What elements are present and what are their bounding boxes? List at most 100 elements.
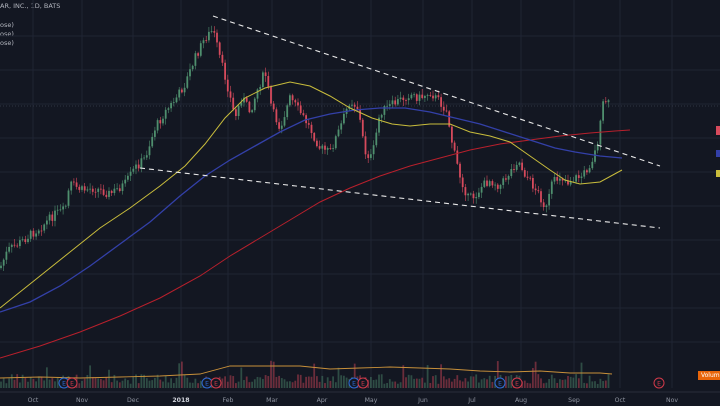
earnings-marker	[511, 377, 523, 389]
candle-body	[588, 168, 591, 173]
volume-bar	[607, 374, 610, 388]
volume-bar	[94, 377, 97, 388]
volume-bar	[159, 379, 162, 388]
candle-body	[388, 104, 391, 106]
candle-body	[372, 145, 375, 155]
price-scale-tag	[716, 170, 720, 177]
volume-bar	[121, 380, 124, 388]
candle-body	[183, 87, 186, 93]
candle-body	[451, 126, 453, 143]
volume-bar	[397, 383, 399, 388]
candle-body	[159, 120, 162, 124]
volume-bar	[10, 374, 13, 388]
candle-body	[375, 132, 378, 146]
candle-body	[356, 106, 359, 109]
x-tick-label: Oct	[615, 397, 626, 404]
volume-bar	[375, 379, 378, 388]
volume-bar	[326, 377, 329, 388]
candle-body	[140, 158, 143, 169]
candle-body	[213, 31, 216, 33]
volume-ma-line	[0, 365, 613, 379]
candle-body	[67, 190, 70, 206]
ma-blue-line	[0, 107, 623, 313]
candle-body	[178, 89, 181, 98]
volume-bar	[137, 383, 140, 388]
volume-bar	[421, 377, 424, 388]
volume-bar	[583, 382, 586, 388]
x-axis: Oct Nov Dec 2018 Feb Mar Apr May Jun Jul Aug Sep Oct…	[0, 391, 720, 404]
candle-body	[194, 53, 197, 66]
chart-grid	[0, 0, 720, 388]
volume-bar	[383, 383, 386, 388]
volume-bar	[256, 376, 259, 388]
volume-bar	[324, 383, 326, 388]
candle-body	[321, 145, 324, 149]
volume-bar	[118, 382, 121, 388]
volume-bar	[432, 376, 434, 388]
candle-body	[343, 113, 345, 124]
candle-body	[218, 42, 221, 55]
x-tick-label: Oct	[28, 397, 39, 404]
candle-body	[329, 148, 332, 149]
volume-bar	[561, 379, 564, 388]
volume-bar	[24, 377, 27, 388]
candle-body	[108, 190, 110, 197]
candle-body	[397, 99, 399, 105]
volume-bar	[167, 382, 170, 388]
candle-body	[210, 31, 213, 32]
candle-body	[110, 190, 113, 193]
candle-body	[367, 154, 370, 158]
candle-body	[0, 265, 2, 268]
candle-body	[56, 209, 59, 211]
x-tick-label: Jun	[417, 397, 428, 404]
x-tick-label: Feb	[223, 397, 234, 404]
price-scale-tag	[716, 126, 720, 135]
volume-bar	[440, 364, 442, 388]
candle-body	[24, 239, 27, 242]
x-tick-label: May	[365, 397, 378, 404]
candle-body	[456, 150, 459, 164]
candle-body	[480, 186, 483, 193]
candle-body	[577, 175, 580, 178]
volume-bar	[16, 374, 19, 388]
volume-bar	[448, 378, 451, 388]
candle-body	[316, 140, 318, 147]
volume-bar	[332, 376, 334, 388]
volume-bar	[127, 380, 129, 388]
candle-body	[91, 188, 94, 192]
candle-body	[594, 150, 596, 162]
volume-bar	[569, 376, 572, 388]
volume-bar	[413, 378, 415, 388]
volume-bar	[108, 369, 110, 388]
candle-body	[237, 105, 240, 116]
candle-body	[181, 89, 183, 93]
candle-body	[262, 72, 264, 88]
volume-bar	[426, 365, 429, 388]
candle-body	[124, 179, 127, 184]
candle-body	[583, 170, 586, 177]
candle-body	[540, 191, 542, 203]
candle-body	[221, 54, 224, 63]
candle-body	[564, 180, 567, 182]
volume-bar	[270, 360, 272, 388]
candle-body	[216, 32, 218, 43]
volume-bar	[51, 378, 54, 388]
volume-bar	[124, 378, 127, 388]
volume-bar	[507, 376, 510, 388]
candle-body	[59, 209, 62, 211]
earnings-marker-label: E	[62, 381, 66, 388]
volume-bar	[135, 374, 137, 388]
candle-body	[553, 177, 556, 182]
candle-body	[291, 95, 294, 101]
volume-bar	[305, 376, 307, 388]
candle-body	[21, 239, 24, 241]
volume-bar	[224, 376, 226, 388]
volume-bar	[445, 379, 448, 388]
candle-body	[170, 102, 172, 109]
candle-body	[46, 220, 48, 225]
candle-body	[116, 188, 118, 190]
candle-body	[380, 114, 383, 118]
volume-bar	[116, 380, 118, 388]
volume-bar	[2, 378, 5, 388]
